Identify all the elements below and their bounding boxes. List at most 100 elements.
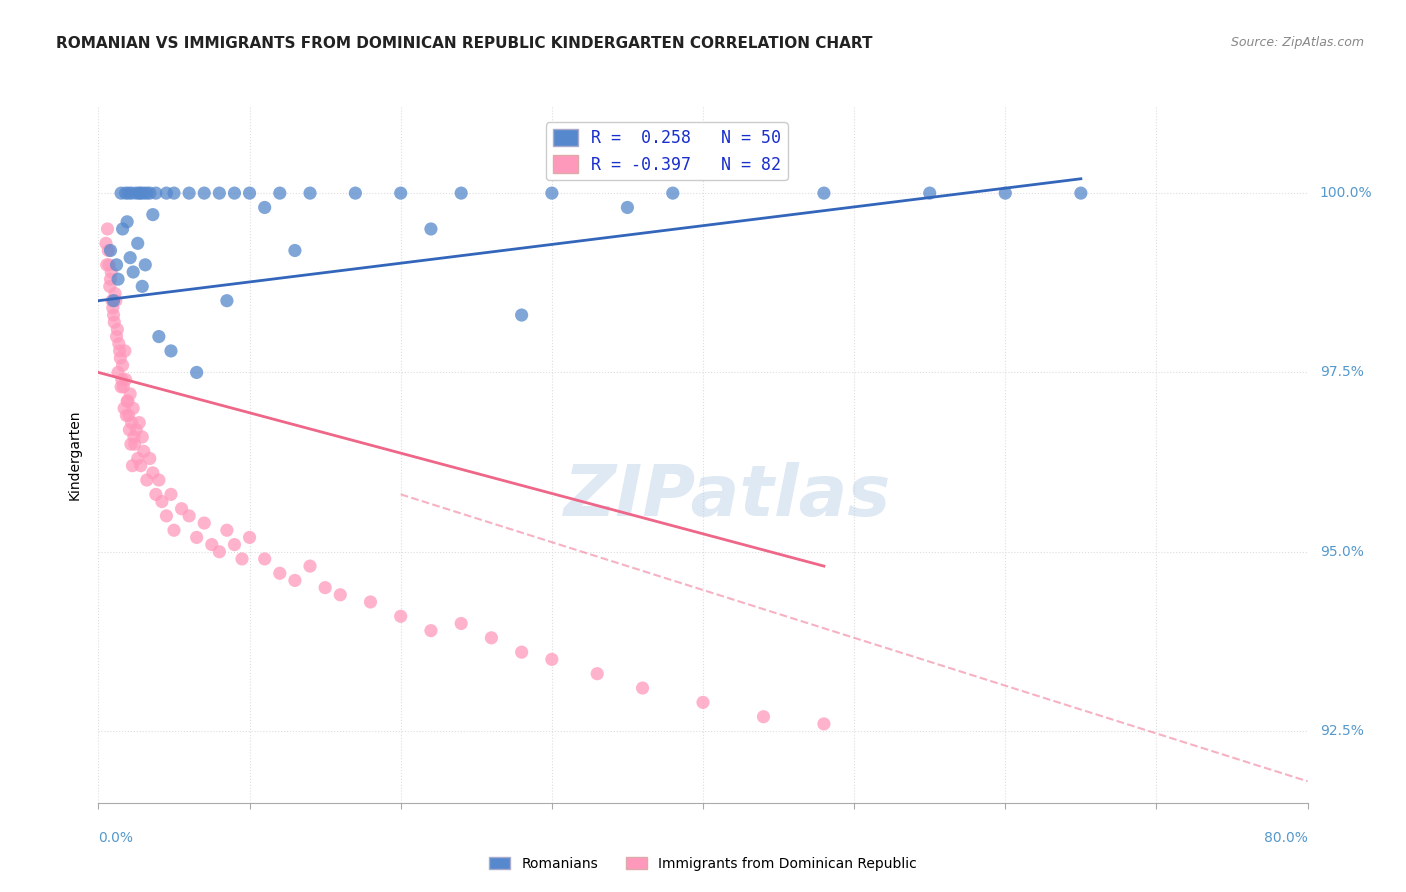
Point [111,373,134,387]
Point [510,308,533,322]
Point [117,394,139,409]
Point [142,466,165,480]
Point [224,186,246,200]
Legend: Romanians, Immigrants from Dominican Republic: Romanians, Immigrants from Dominican Rep… [484,851,922,876]
Point [114,186,136,200]
Point [132,444,155,458]
Point [129,458,152,473]
Point [135,186,157,200]
Point [98,279,121,293]
Point [129,186,152,200]
Point [103,293,125,308]
Point [134,258,156,272]
Point [420,222,443,236]
Point [994,186,1017,200]
Text: 92.5%: 92.5% [1320,724,1364,738]
Point [160,487,183,501]
Point [193,516,215,530]
Point [752,710,775,724]
Y-axis label: Kindergarten: Kindergarten [67,409,82,500]
Point [481,631,503,645]
Point [186,530,208,544]
Point [155,186,177,200]
Point [114,373,136,387]
Point [131,279,153,293]
Point [105,329,128,343]
Point [111,358,134,372]
Point [112,401,135,416]
Point [94,236,117,251]
Point [128,186,150,200]
Point [269,186,291,200]
Point [103,308,125,322]
Point [120,387,142,401]
Point [253,201,276,215]
Point [145,487,167,501]
Point [118,186,141,200]
Point [103,315,125,329]
Text: 95.0%: 95.0% [1320,545,1364,558]
Point [208,545,231,559]
Point [201,538,224,552]
Point [215,293,238,308]
Point [115,409,138,423]
Point [145,186,167,200]
Point [299,186,322,200]
Point [239,530,262,544]
Point [107,272,129,286]
Point [111,222,134,236]
Point [108,336,131,351]
Point [118,423,141,437]
Point [231,552,253,566]
Point [179,508,201,523]
Point [97,244,120,258]
Point [253,552,276,566]
Point [135,473,157,487]
Point [101,301,124,315]
Point [96,258,118,272]
Legend: R =  0.258   N = 50, R = -0.397   N = 82: R = 0.258 N = 50, R = -0.397 N = 82 [546,122,787,180]
Point [215,523,238,537]
Point [127,451,149,466]
Point [586,666,609,681]
Point [122,401,145,416]
Point [631,681,654,695]
Point [540,186,562,200]
Text: ZIPatlas: ZIPatlas [564,462,891,531]
Point [360,595,382,609]
Point [160,343,183,358]
Point [139,451,162,466]
Point [112,380,135,394]
Point [540,652,562,666]
Point [224,538,246,552]
Point [121,186,143,200]
Point [101,293,124,308]
Point [208,186,231,200]
Point [450,616,472,631]
Point [918,186,941,200]
Point [104,286,127,301]
Point [813,186,835,200]
Point [108,343,131,358]
Point [450,186,472,200]
Point [284,574,307,588]
Point [148,329,170,343]
Point [170,501,193,516]
Point [110,351,132,365]
Point [105,258,128,272]
Text: ROMANIAN VS IMMIGRANTS FROM DOMINICAN REPUBLIC KINDERGARTEN CORRELATION CHART: ROMANIAN VS IMMIGRANTS FROM DOMINICAN RE… [56,36,873,51]
Point [163,523,186,537]
Point [115,394,138,409]
Point [179,186,201,200]
Point [110,186,132,200]
Point [142,208,165,222]
Point [329,588,352,602]
Point [1070,186,1092,200]
Point [121,458,143,473]
Point [510,645,533,659]
Text: Source: ZipAtlas.com: Source: ZipAtlas.com [1230,36,1364,49]
Point [163,186,186,200]
Text: 100.0%: 100.0% [1320,186,1372,200]
Point [118,409,141,423]
Point [389,186,412,200]
